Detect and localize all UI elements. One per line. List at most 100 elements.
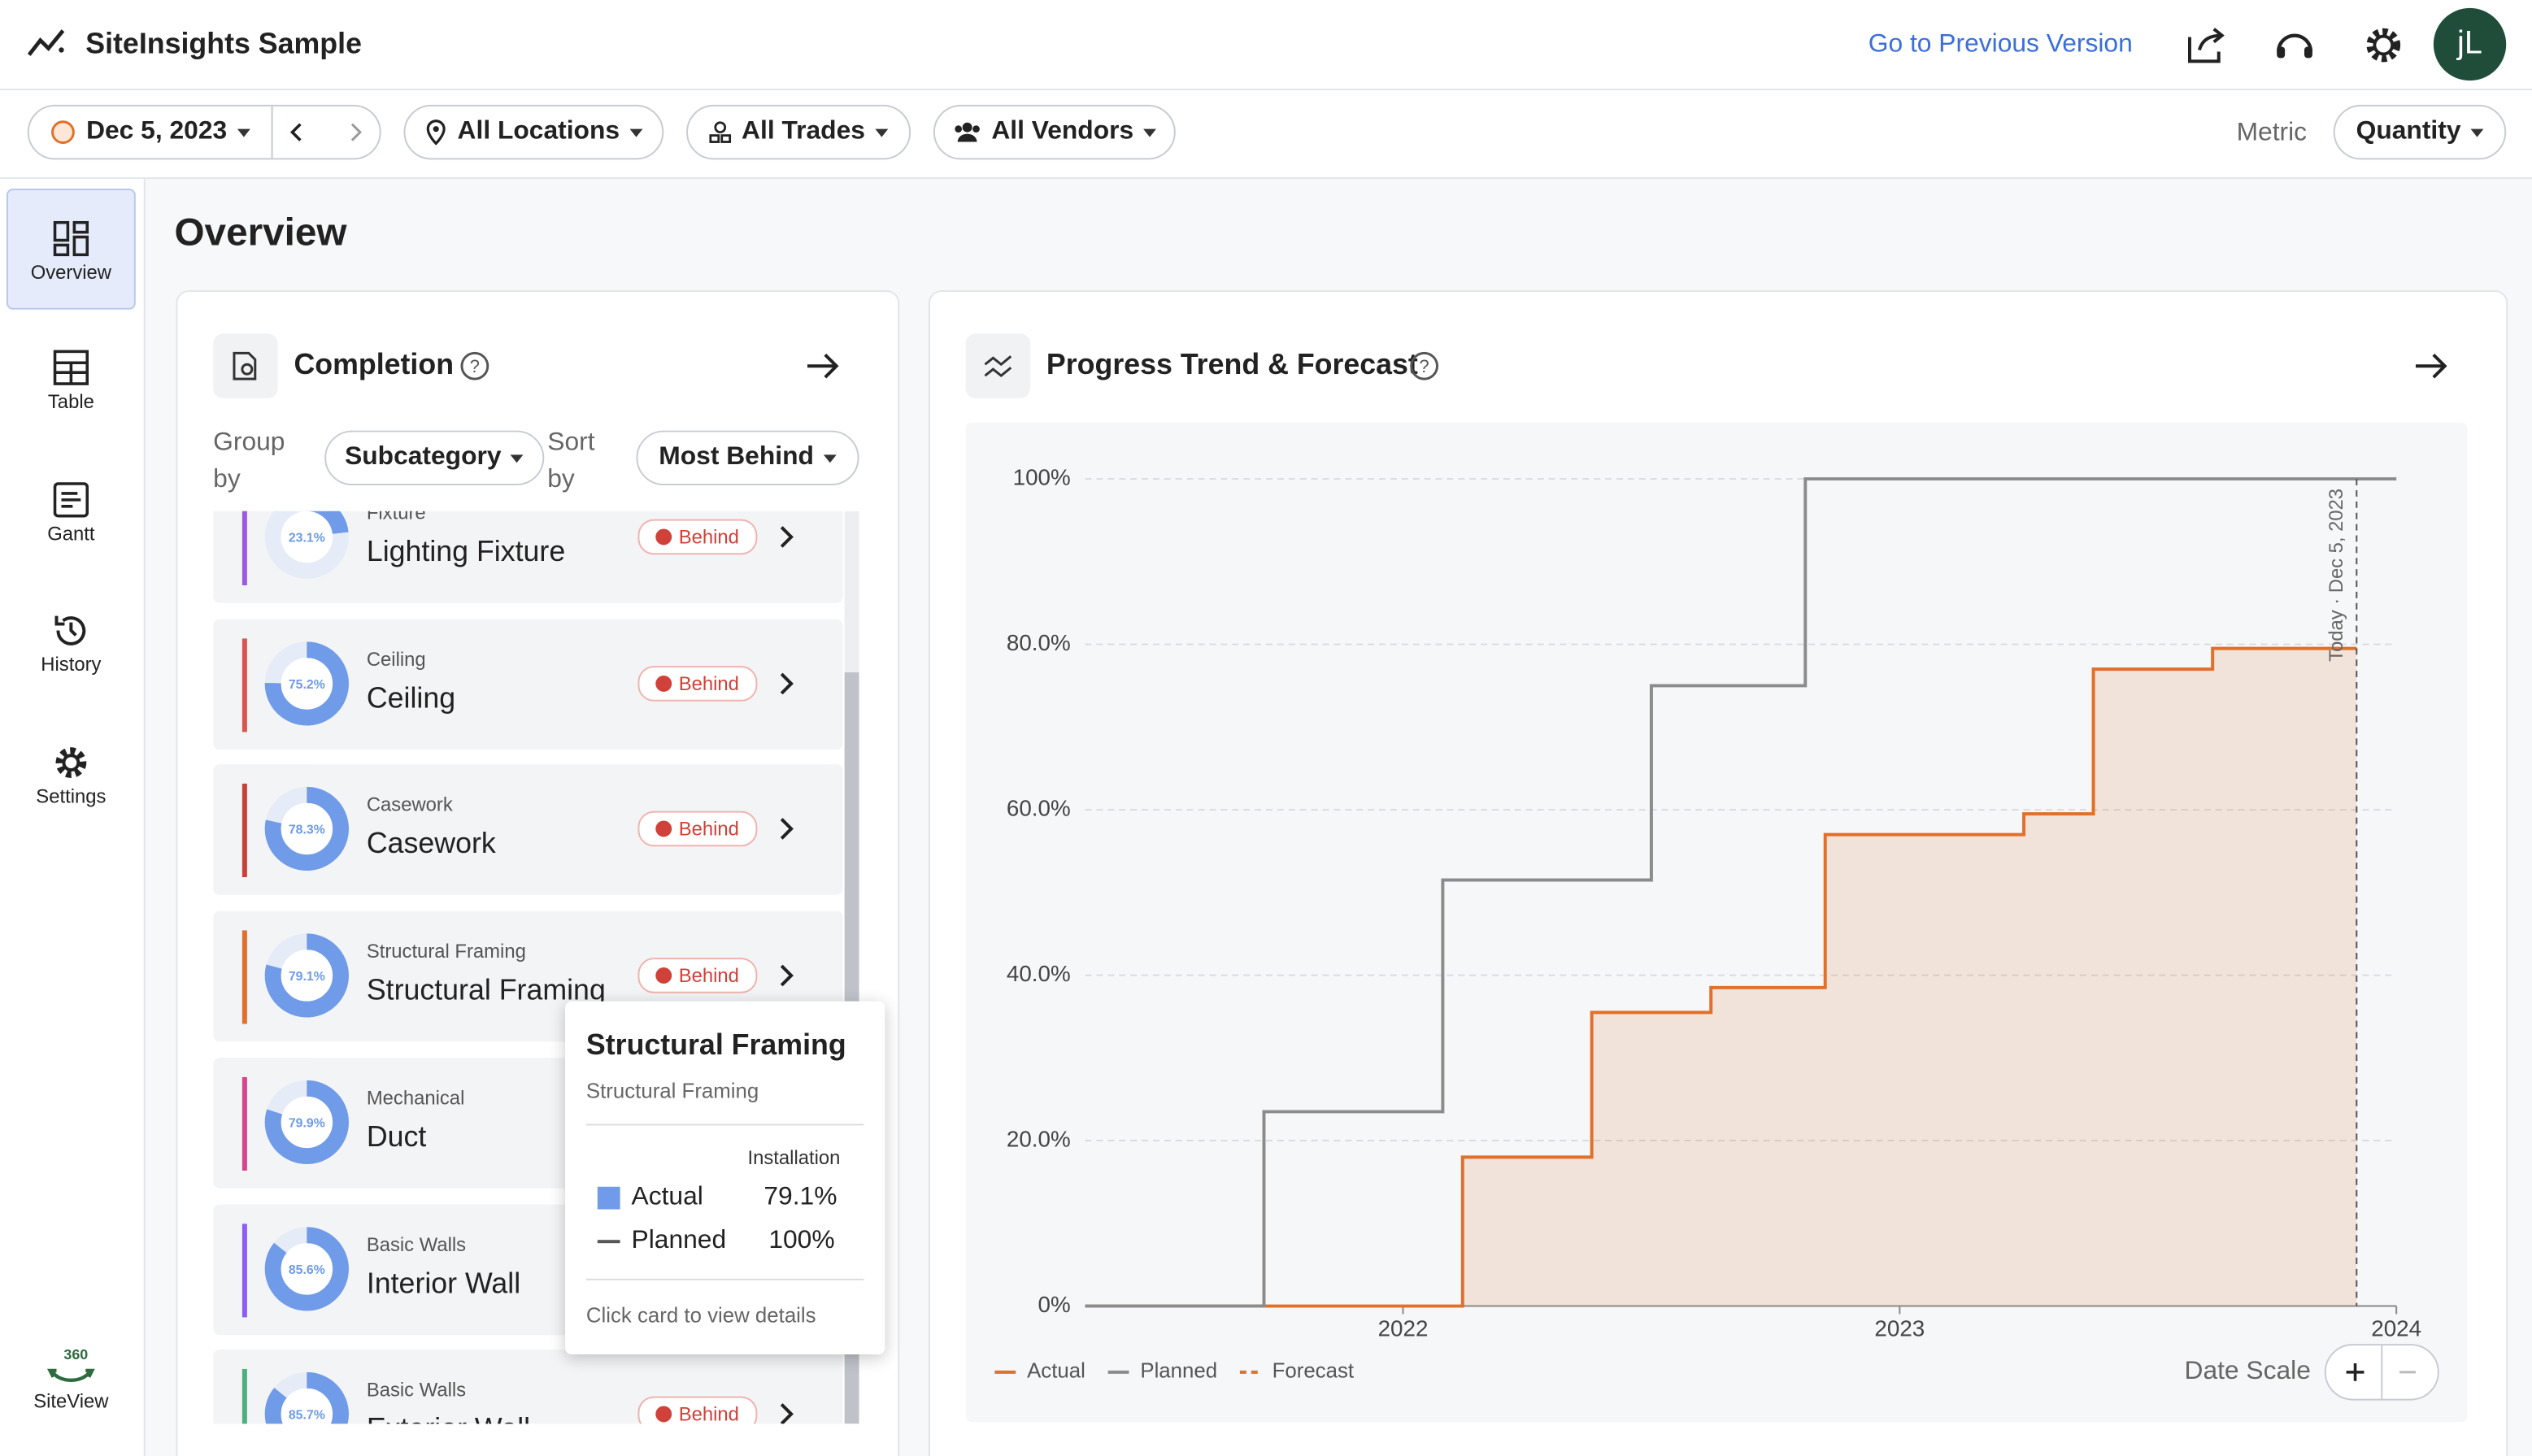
x-tick-label: 2023 — [1874, 1316, 1925, 1341]
status-badge: Behind — [637, 811, 758, 848]
page-title: Overview — [174, 211, 347, 255]
card-category: Basic Walls — [366, 1232, 467, 1256]
nav-settings[interactable]: Settings — [7, 745, 136, 808]
card-name: Duct — [366, 1120, 427, 1153]
area — [1085, 648, 2357, 1306]
date-icon — [51, 120, 76, 145]
svg-text:?: ? — [470, 356, 480, 376]
nav-label: Gantt — [47, 522, 95, 545]
divider — [585, 1124, 864, 1126]
top-bar: SiteInsights Sample Go to Previous Versi… — [0, 0, 2532, 91]
card-name: Exterior Wall — [367, 1413, 530, 1424]
nav-label: Overview — [30, 261, 112, 285]
svg-text:?: ? — [1420, 356, 1429, 376]
card-category: Fixture — [366, 511, 426, 524]
help-icon[interactable]: ? — [1408, 350, 1441, 382]
completion-card[interactable]: 79.1% Structural Framing Structural Framin… — [213, 911, 843, 1042]
status-badge: Behind — [637, 519, 758, 555]
trades-button[interactable]: All Trades — [686, 104, 911, 160]
open-arrow[interactable] — [804, 348, 843, 384]
donut-arc — [264, 1226, 349, 1310]
sort-button[interactable]: Most Behind — [636, 430, 859, 486]
card-category: Casework — [366, 793, 453, 817]
chevron-path — [780, 672, 794, 694]
color-bar — [241, 1223, 247, 1317]
card-name: Ceiling — [366, 681, 456, 715]
status-text: Behind — [678, 818, 739, 841]
completion-card[interactable]: 75.2% Ceiling Ceiling Behind — [213, 619, 843, 750]
previous-version-link[interactable]: Go to Previous Version — [1868, 30, 2133, 59]
filter-bar: Dec 5, 2023 All Locations All Trades All… — [0, 90, 2532, 180]
donut-label: 75.2% — [289, 678, 325, 692]
completion-card[interactable]: 23.1% Fixture Lighting Fixture Behind — [213, 511, 843, 603]
nav-siteview[interactable]: 360 SiteView — [7, 1346, 136, 1412]
today-label: Today · Dec 5, 2023 — [2325, 489, 2347, 662]
vendors-button[interactable]: All Vendors — [933, 104, 1176, 160]
color-bar — [241, 930, 247, 1024]
x-tick-label: 2022 — [1378, 1316, 1429, 1341]
avatar[interactable]: jL — [2433, 7, 2507, 81]
zoom-in[interactable] — [2346, 1363, 2365, 1381]
support-icon[interactable] — [2273, 24, 2316, 67]
sidebar: Overview Table Gantt History Settings 36… — [0, 179, 146, 1456]
open-arrow[interactable] — [2412, 348, 2452, 384]
nav-label: Table — [47, 389, 94, 413]
tooltip-row-value: 79.1% — [764, 1183, 837, 1211]
card-category: Ceiling — [366, 647, 426, 671]
nav-table[interactable]: Table — [7, 350, 136, 413]
metric-text: Quantity — [2356, 117, 2461, 146]
donut-arc — [264, 1372, 349, 1424]
status-text: Behind — [678, 525, 739, 549]
status-dot — [655, 1406, 672, 1423]
status-dot — [655, 821, 672, 838]
help-icon[interactable]: ? — [459, 350, 491, 382]
locations-button[interactable]: All Locations — [403, 104, 664, 160]
color-bar — [241, 1369, 247, 1424]
status-text: Behind — [678, 1402, 739, 1424]
completion-card[interactable]: 78.3% Casework Casework Behind — [213, 764, 843, 896]
date-nav[interactable] — [271, 104, 381, 160]
nav-label: History — [41, 653, 102, 676]
donut: 75.2% — [264, 641, 349, 725]
divider — [585, 1278, 864, 1280]
date-scale-label: Date Scale — [2185, 1355, 2311, 1384]
status-dot — [655, 528, 672, 545]
status-dot — [655, 675, 672, 692]
nav-overview[interactable]: Overview — [6, 189, 136, 310]
donut: 79.9% — [264, 1080, 349, 1164]
progress-title: Progress Trend & Forecast — [1046, 348, 1418, 381]
card-name: Interior Wall — [366, 1266, 521, 1299]
settings-icon[interactable] — [2362, 24, 2404, 67]
y-tick-label: 80.0% — [1007, 630, 1071, 655]
series-line — [1085, 477, 2397, 1308]
tooltip-footer: Click card to view details — [585, 1302, 816, 1328]
app-title: SiteInsights Sample — [85, 27, 362, 60]
logo — [27, 29, 65, 56]
chevron — [780, 526, 794, 548]
donut-arc — [264, 641, 349, 725]
donut-label: 85.7% — [289, 1409, 325, 1423]
sort-text: Most Behind — [659, 443, 814, 472]
status-text: Behind — [678, 964, 739, 988]
nav-history[interactable]: History — [7, 613, 136, 676]
x-tick-label: 2024 — [2371, 1316, 2421, 1341]
nav-gantt[interactable]: Gantt — [7, 482, 136, 545]
metric-button[interactable]: Quantity — [2333, 104, 2507, 160]
donut: 78.3% — [264, 787, 349, 871]
tooltip-row-name: Planned — [631, 1227, 727, 1255]
donut-label: 85.6% — [289, 1263, 325, 1276]
donut-arc — [264, 1080, 349, 1164]
tooltip: Structural Framing Structural Framing In… — [565, 1001, 885, 1355]
group-text: Subcategory — [345, 443, 502, 472]
donut-track — [264, 511, 349, 580]
share-icon[interactable] — [2185, 24, 2227, 67]
completion-card[interactable]: 85.7% Basic Walls Exterior Wall Behind — [213, 1350, 843, 1424]
donut-label: 23.1% — [289, 532, 325, 545]
date-button[interactable]: Dec 5, 2023 — [27, 104, 273, 160]
completion-title: Completion — [294, 348, 455, 381]
color-bar — [241, 511, 247, 585]
chevron — [780, 1403, 794, 1424]
group-button[interactable]: Subcategory — [324, 430, 545, 486]
